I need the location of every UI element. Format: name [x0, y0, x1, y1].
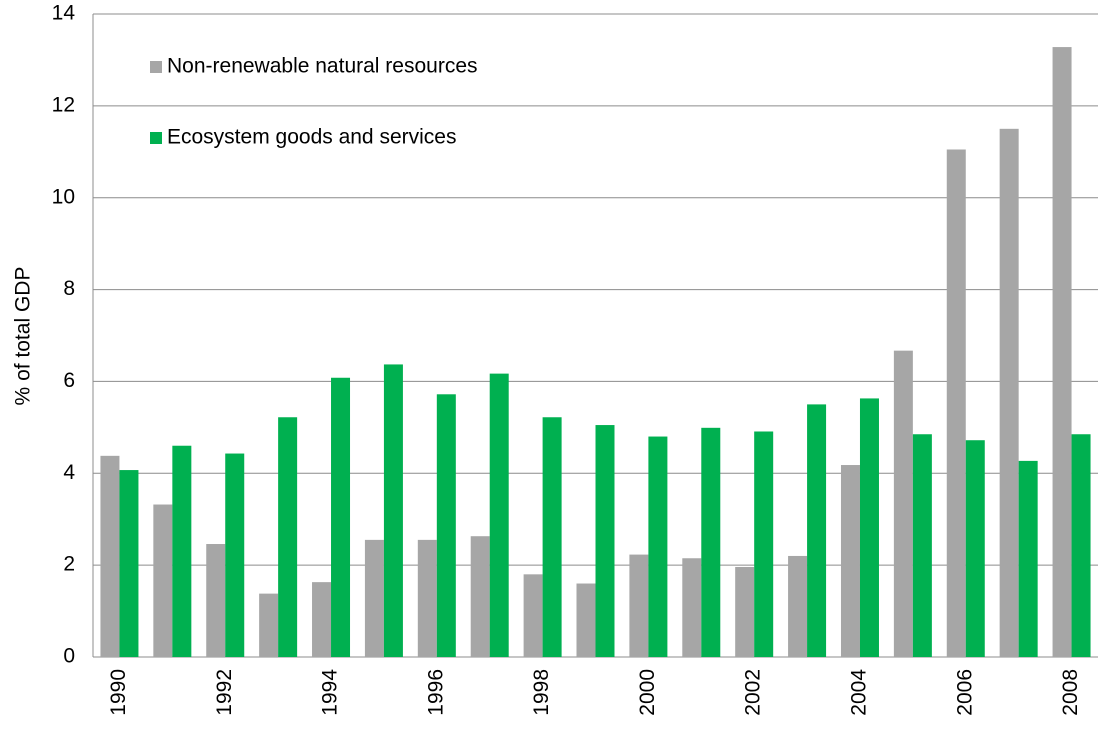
bar	[840, 465, 860, 657]
y-tick-label: 0	[63, 645, 75, 668]
y-tick-label: 10	[52, 185, 75, 208]
bar	[682, 558, 702, 657]
bar	[859, 398, 879, 657]
x-tick-label: 1998	[530, 669, 553, 716]
x-tick-label: 2002	[742, 669, 765, 716]
bar	[629, 554, 649, 657]
y-axis-title: % of total GDP	[12, 267, 35, 406]
legend-label: Non-renewable natural resources	[167, 55, 478, 78]
x-tick-label: 1996	[424, 669, 447, 716]
y-tick-label: 2	[63, 553, 75, 576]
bar	[436, 394, 456, 657]
bar	[735, 566, 755, 657]
bar	[312, 582, 332, 657]
x-tick-label: 2006	[953, 669, 976, 716]
bar	[595, 425, 615, 657]
bar	[946, 149, 966, 657]
bar	[364, 539, 384, 657]
x-tick-label: 2008	[1059, 669, 1082, 716]
bar	[259, 593, 279, 657]
bar	[470, 536, 490, 657]
bar	[383, 364, 403, 657]
x-tick-label: 1992	[213, 669, 236, 716]
bar	[701, 427, 721, 657]
bar	[893, 350, 913, 657]
bar	[1018, 460, 1038, 657]
x-tick-label: 2000	[636, 669, 659, 716]
bar	[912, 434, 932, 657]
bar	[100, 455, 120, 657]
y-tick-label: 4	[63, 461, 75, 484]
y-tick-label: 12	[52, 93, 75, 116]
bar	[754, 431, 774, 657]
legend-label: Ecosystem goods and services	[167, 126, 456, 149]
bar	[999, 128, 1019, 658]
bar	[489, 373, 509, 657]
bar	[542, 417, 562, 657]
bar	[576, 583, 596, 657]
bar	[965, 440, 985, 657]
bar	[788, 555, 808, 657]
y-tick-label: 8	[63, 277, 75, 300]
bar	[278, 417, 298, 657]
bar	[172, 445, 192, 657]
bar	[523, 574, 543, 657]
legend-swatch	[150, 61, 162, 73]
bar	[648, 436, 668, 657]
y-tick-label: 6	[63, 369, 75, 392]
bar	[331, 377, 351, 657]
bar	[1052, 47, 1072, 657]
y-tick-label: 14	[52, 2, 76, 25]
x-tick-label: 1990	[107, 669, 130, 716]
bar	[119, 470, 139, 657]
bar	[807, 404, 827, 657]
bar	[1071, 434, 1091, 657]
legend-swatch	[150, 132, 162, 144]
x-tick-label: 1994	[319, 669, 342, 716]
bar	[153, 504, 173, 657]
bar	[417, 539, 437, 657]
bar	[206, 544, 226, 657]
x-tick-label: 2004	[848, 669, 871, 716]
bar	[225, 453, 245, 657]
